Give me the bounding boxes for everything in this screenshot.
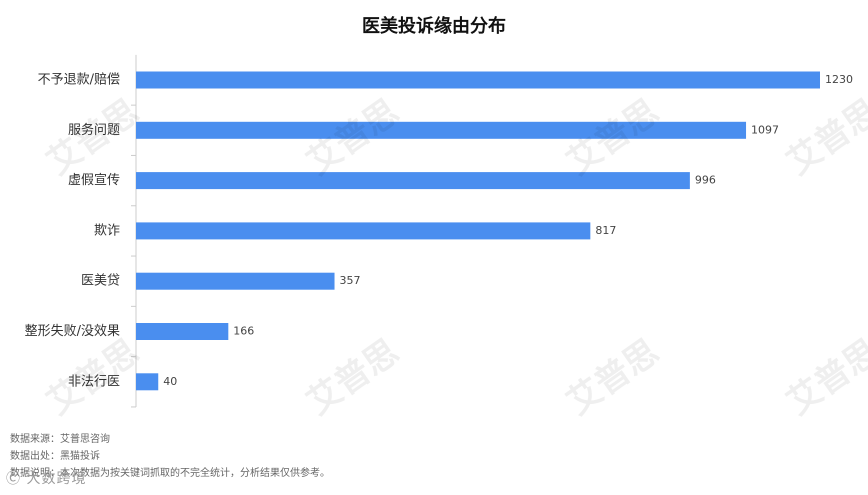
- bar: [136, 172, 690, 190]
- data-label: 166: [233, 325, 254, 338]
- category-label: 整形失败/没效果: [25, 324, 120, 339]
- bar: [136, 71, 820, 89]
- bar: [136, 272, 335, 290]
- category-label: 服务问题: [68, 122, 120, 138]
- data-label: 817: [595, 224, 616, 237]
- chart-title: 医美投诉缘由分布: [362, 16, 506, 37]
- bar: [136, 373, 159, 391]
- data-label: 1097: [751, 123, 779, 136]
- data-note: 数据说明：本次数据为按关键词抓取的不完全统计，分析结果仅供参考。: [10, 468, 330, 479]
- category-label: 虚假宣传: [68, 172, 120, 188]
- origin-note: 数据出处：黑猫投诉: [10, 451, 100, 462]
- bar: [136, 323, 229, 340]
- bar: [136, 121, 747, 139]
- data-label: 1230: [825, 73, 853, 86]
- category-label: 欺诈: [94, 223, 120, 238]
- data-label: 40: [163, 375, 177, 388]
- data-label: 357: [340, 274, 361, 287]
- category-label: 医美贷: [81, 274, 120, 289]
- data-label: 996: [695, 174, 716, 187]
- source-note: 数据来源：艾普思咨询: [10, 434, 110, 445]
- watermark-mark: Ⓒ 大数跨境: [6, 471, 87, 487]
- bar: [136, 222, 591, 240]
- category-label: 非法行医: [68, 374, 120, 389]
- category-label: 不予退款/赔偿: [38, 73, 120, 88]
